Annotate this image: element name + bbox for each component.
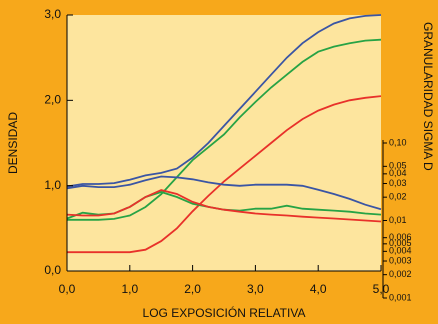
x-tick-label: 2,0	[184, 282, 201, 296]
y2-tick-label: 0,005	[389, 238, 412, 248]
line-series	[67, 38, 382, 221]
y2-tick-label: 0,05	[389, 161, 407, 171]
x-tick-label: 0,0	[59, 282, 76, 296]
line-series	[66, 14, 382, 188]
x-tick-label: 3,0	[247, 282, 264, 296]
plot-area	[67, 15, 381, 271]
y2-tick-label: 0,001	[389, 292, 412, 302]
x-tick-label: 5,0	[373, 282, 390, 296]
line-series	[66, 189, 382, 223]
x-axis-title: LOG EXPOSICIÓN RELATIVA	[143, 305, 306, 320]
y-tick-label: 1,0	[44, 178, 61, 192]
y2-tick-label: 0,003	[389, 255, 412, 265]
line-series	[66, 175, 382, 211]
y2-tick-label: 0,10	[389, 137, 407, 147]
line-series	[67, 95, 382, 254]
y2-axis-title: GRANULARIDAD SIGMA D	[421, 22, 435, 171]
y2-tick-label: 0,01	[389, 215, 407, 225]
y-tick-label: 2,0	[44, 93, 61, 107]
y-tick-label: 0,0	[44, 263, 61, 277]
y2-tick-label: 0,02	[389, 192, 407, 202]
y2-tick-label: 0,004	[389, 246, 412, 256]
y-axis-title: DENSIDAD	[6, 112, 20, 174]
x-tick-label: 1,0	[121, 282, 138, 296]
y2-tick-label: 0,04	[389, 168, 407, 178]
x-tick-label: 4,0	[310, 282, 327, 296]
y2-tick-label: 0,002	[389, 269, 412, 279]
y-tick-label: 3,0	[44, 7, 61, 21]
y2-tick-label: 0,03	[389, 178, 407, 188]
y2-tick-label: 0,006	[389, 232, 412, 242]
